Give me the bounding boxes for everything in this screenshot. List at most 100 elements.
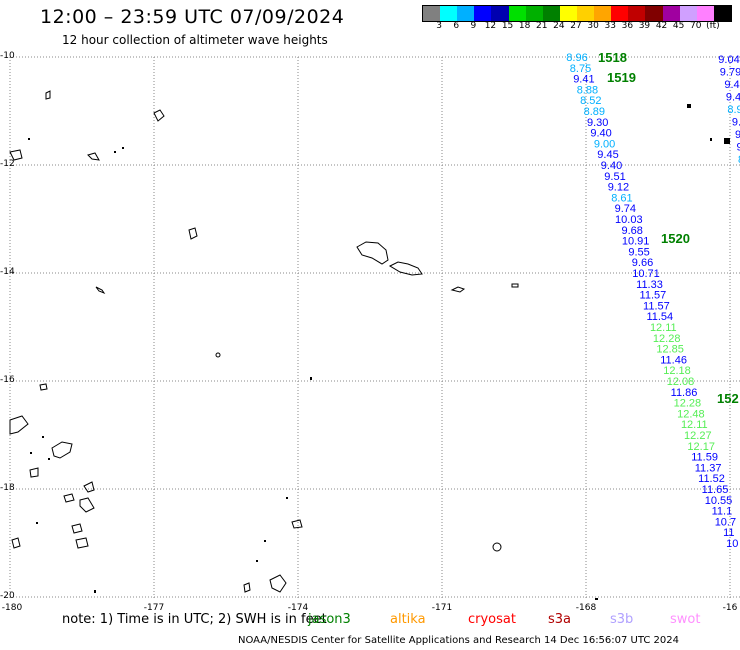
wave-height-label: 11.1 bbox=[712, 506, 733, 518]
legend-label: 36 bbox=[621, 21, 634, 31]
wave-height-label: 9.41 bbox=[573, 74, 594, 86]
wave-height-label: 8.75 bbox=[570, 63, 591, 75]
wave-height-label: 12.48 bbox=[677, 408, 705, 420]
legend-swatch bbox=[508, 6, 526, 21]
wave-height-label: 12.27 bbox=[684, 430, 712, 442]
lat-label: -14 bbox=[0, 267, 15, 277]
legend-label: 3 bbox=[436, 21, 442, 31]
island-small-9 bbox=[492, 542, 502, 552]
lat-label: -12 bbox=[0, 159, 15, 169]
legend-swatch bbox=[594, 6, 612, 21]
lat-label: -16 bbox=[0, 375, 15, 385]
island-small-14 bbox=[71, 523, 83, 534]
wave-height-label: 9.79 bbox=[720, 67, 740, 79]
legend-swatch bbox=[645, 6, 663, 21]
wave-height-label: 8.96 bbox=[566, 52, 587, 64]
wave-height-label: 8 bbox=[738, 154, 740, 166]
island-fiji-2 bbox=[51, 441, 73, 459]
wave-height-label: 10 bbox=[726, 538, 738, 550]
wave-height-label: 8.52 bbox=[580, 95, 601, 107]
map-canvas: 8.968.759.418.888.528.899.309.409.009.45… bbox=[9, 50, 740, 600]
legend-label: 45 bbox=[672, 21, 685, 31]
legend-swatch bbox=[696, 6, 714, 21]
map-title: 12:00 – 23:59 UTC 07/09/2024 bbox=[40, 6, 345, 28]
legend-swatch bbox=[491, 6, 509, 21]
island-small-15 bbox=[75, 537, 89, 549]
lat-label: -20 bbox=[0, 591, 15, 601]
island-small-5 bbox=[215, 352, 221, 358]
island-tonga-1 bbox=[291, 519, 303, 529]
color-legend bbox=[422, 5, 732, 22]
island-small-4 bbox=[95, 286, 106, 295]
wave-height-label: 9.51 bbox=[604, 171, 625, 183]
lon-label: -180 bbox=[1, 603, 23, 613]
island-small-8 bbox=[9, 149, 23, 161]
wave-height-label: 12.11 bbox=[650, 322, 677, 334]
island-small-6 bbox=[45, 90, 51, 100]
island-tonga-2 bbox=[269, 574, 287, 593]
wave-height-label: 9.00 bbox=[594, 138, 615, 150]
legend-label: 9 bbox=[470, 21, 477, 31]
legend-label: 12 bbox=[484, 21, 497, 31]
legend-swatch bbox=[440, 6, 458, 21]
wave-height-label: 8.89 bbox=[584, 106, 605, 118]
wave-height-label: 10.55 bbox=[705, 495, 733, 507]
island-small-13 bbox=[29, 467, 39, 478]
cycle-label-152x: 152 bbox=[717, 391, 739, 406]
wave-height-label: 8.88 bbox=[577, 84, 598, 96]
legend-swatch bbox=[474, 6, 492, 21]
mission-swot: swot bbox=[670, 612, 701, 627]
island-small-10 bbox=[243, 582, 251, 593]
legend-label: (ft) bbox=[706, 21, 720, 31]
legend-label: 15 bbox=[501, 21, 514, 31]
legend-swatch bbox=[525, 6, 543, 21]
legend-label: 21 bbox=[536, 21, 548, 31]
lat-label: -18 bbox=[0, 483, 15, 493]
legend-swatch bbox=[628, 6, 646, 21]
wave-height-label: 9.12 bbox=[608, 182, 629, 194]
map-subtitle: 12 hour collection of altimeter wave hei… bbox=[62, 33, 328, 47]
island-tutuila bbox=[450, 286, 466, 293]
altimeter-track: 8.968.759.418.888.528.899.309.409.009.45… bbox=[566, 52, 738, 550]
wave-height-label: 9.74 bbox=[615, 203, 636, 215]
wave-height-label: 11.86 bbox=[671, 387, 698, 399]
legend-swatch bbox=[662, 6, 680, 21]
wave-height-label: 10.7 bbox=[715, 516, 736, 528]
wave-height-label: 11.33 bbox=[636, 279, 663, 291]
lon-label: -177 bbox=[143, 603, 165, 613]
mission-altika: altika bbox=[390, 612, 426, 627]
wave-height-label: 9.04 bbox=[718, 54, 739, 66]
wave-height-label: 11.65 bbox=[702, 484, 729, 496]
wave-height-label: 9.30 bbox=[587, 117, 608, 129]
cycle-label-1519: 1519 bbox=[607, 70, 636, 85]
wave-height-label: 9.68 bbox=[621, 225, 642, 237]
wave-height-label: 12.18 bbox=[663, 365, 691, 377]
wave-height-label: 9.4 bbox=[724, 79, 739, 91]
legend-labels: 3 6 9 12 15 18 21 24 27 30 33 36 39 42 45 70 (ft) bbox=[422, 21, 736, 33]
wave-height-label: 9.40 bbox=[590, 128, 611, 140]
island-fiji-3 bbox=[63, 493, 75, 503]
legend-swatch bbox=[559, 6, 577, 21]
mission-cryosat: cryosat bbox=[468, 612, 516, 627]
wave-height-label: 9.4 bbox=[726, 92, 740, 104]
wave-height-label: 11.46 bbox=[660, 354, 687, 366]
legend-label: 39 bbox=[638, 21, 651, 31]
lon-label: -171 bbox=[431, 603, 453, 613]
legend-swatch bbox=[576, 6, 595, 21]
island-small-3 bbox=[188, 227, 198, 240]
coastlines bbox=[9, 90, 519, 593]
wave-height-label: 8.9 bbox=[727, 104, 740, 116]
wave-height-label: 11.54 bbox=[646, 311, 673, 323]
legend-swatch bbox=[713, 6, 731, 21]
mission-jason3: jason3 bbox=[308, 612, 351, 627]
wave-height-label: 10.03 bbox=[615, 214, 643, 226]
cycle-label-1518: 1518 bbox=[598, 50, 627, 65]
legend-label: 33 bbox=[604, 21, 616, 31]
island-small-1 bbox=[511, 283, 519, 288]
wave-height-label: 11.57 bbox=[640, 290, 667, 302]
wave-height-label: 9.45 bbox=[597, 149, 618, 161]
mission-s3b: s3b bbox=[610, 612, 634, 627]
wave-height-label: 11.59 bbox=[691, 452, 718, 464]
island-small-12 bbox=[39, 383, 48, 391]
legend-label: 27 bbox=[570, 21, 582, 31]
